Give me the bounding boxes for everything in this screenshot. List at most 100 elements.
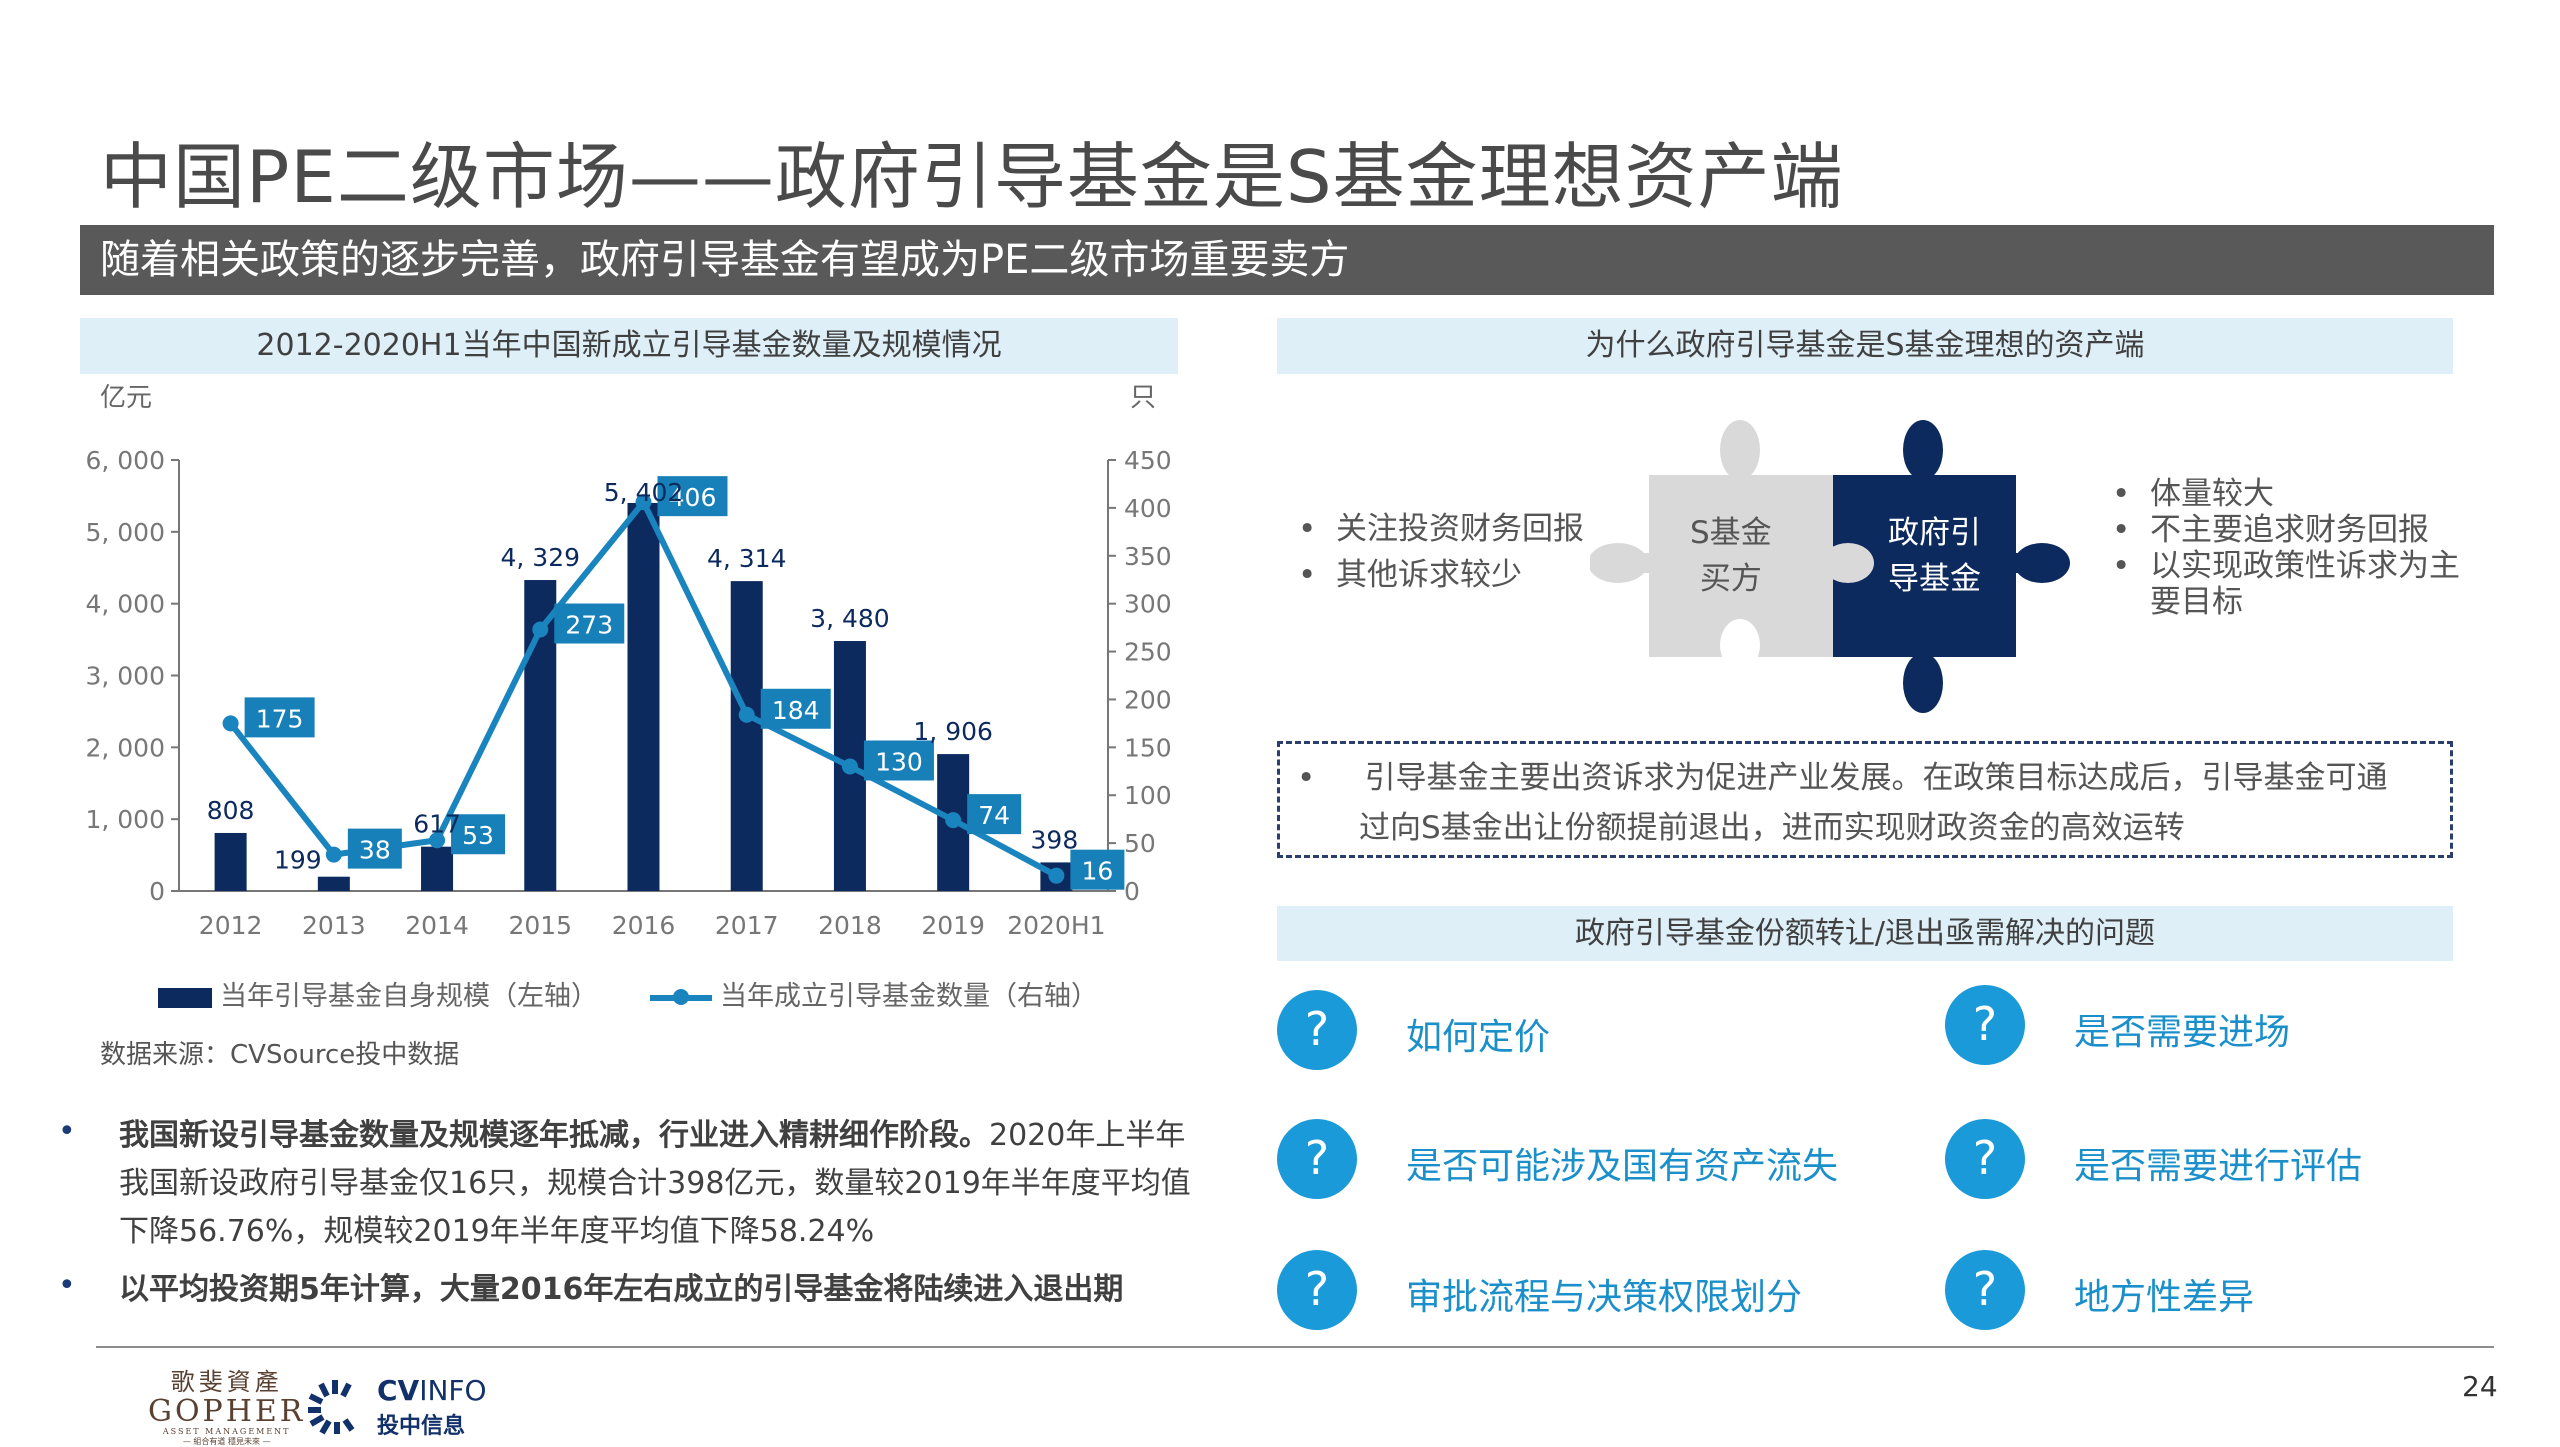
left-tick-label: 1, 000 (85, 805, 165, 834)
right-tick-label: 150 (1124, 733, 1172, 762)
gopher-logo-motto: — 組合有道 穩見未來 — (182, 1437, 271, 1446)
puzzle-graphic (1590, 420, 2070, 713)
puzzle-left-line: S基金 (1690, 515, 1772, 551)
right-tick-label: 100 (1124, 781, 1172, 810)
right-tick-label: 400 (1124, 494, 1172, 523)
question-icon: ? (1277, 990, 1357, 1070)
page-number: 24 (2462, 1370, 2498, 1403)
count-point (945, 812, 962, 829)
gov-trait: 不主要追求财务回报 (2150, 512, 2429, 548)
bar-value-label: 3, 480 (810, 604, 890, 633)
chart-header: 2012-2020H1当年中国新成立引导基金数量及规模情况 (80, 318, 1178, 374)
cvinfo-logo-info: INFO (419, 1374, 487, 1407)
gov-fund-traits: • 体量较大 • 不主要追求财务回报 • 以实现政策性诉求为主 要目标 (2112, 476, 2460, 620)
left-tick-label: 4, 000 (85, 590, 165, 619)
note-box (1277, 741, 2453, 858)
note-line: 过向S基金出让份额提前退出，进而实现财政资金的高效运转 (1359, 810, 2185, 846)
count-label: 74 (978, 801, 1010, 830)
bar (214, 832, 247, 891)
bar-value-label: 4, 314 (707, 544, 787, 573)
count-point (222, 715, 239, 732)
page-title: 中国PE二级市场——政府引导基金是S基金理想资产端 (100, 135, 1844, 219)
puzzle-left-label: S基金 买方 (1690, 510, 1772, 602)
count-label: 406 (669, 483, 717, 512)
bar (627, 502, 660, 891)
bar-value-label: 5, 402 (604, 478, 684, 507)
data-source: 数据来源：CVSource投中数据 (100, 1040, 460, 1070)
summary-bullet-2: 以平均投资期5年计算，大量2016年左右成立的引导基金将陆续进入退出期 (119, 1266, 1219, 1314)
summary-bullet-2-bold: 以平均投资期5年计算，大量2016年左右成立的引导基金将陆续进入退出期 (119, 1272, 1124, 1307)
count-label: 16 (1081, 857, 1113, 886)
buyer-trait: 其他诉求较少 (1336, 557, 1522, 593)
gov-trait: 要目标 (2150, 584, 2243, 620)
count-point (738, 706, 755, 723)
issue-item: 是否需要进场 (2074, 1012, 2291, 1053)
x-tick-label: 2012 (199, 911, 263, 940)
puzzle-right-label: 政府引 导基金 (1888, 510, 1981, 602)
issue-item: 审批流程与决策权限划分 (1406, 1277, 1803, 1318)
summary-bullet-1-bold: 我国新设引导基金数量及规模逐年抵减，行业进入精耕细作阶段。 (119, 1118, 989, 1153)
bar-value-label: 1, 906 (913, 717, 993, 746)
bar (421, 846, 454, 891)
puzzle-piece-gov-fund (1833, 420, 2070, 713)
puzzle-right-line: 政府引 (1888, 515, 1981, 551)
cvinfo-logo-cv: CV (377, 1374, 420, 1407)
gov-trait: 体量较大 (2150, 476, 2274, 512)
count-label-box (967, 794, 1022, 835)
note-line: 引导基金主要出资诉求为促进产业发展。在政策目标达成后，引导基金可通 (1364, 760, 2388, 796)
x-tick-label: 2015 (508, 911, 572, 940)
question-icon: ? (1277, 1250, 1357, 1330)
issue-item: 地方性差异 (2074, 1277, 2255, 1318)
left-tick-label: 0 (149, 877, 165, 906)
cvinfo-logo-cn: 投中信息 (377, 1414, 466, 1439)
buyer-trait: 关注投资财务回报 (1336, 511, 1584, 547)
summary-bullet-1-text: 2020年上半年我国新设政府引导基金仅16只，规模合计398亿元，数量较2019… (119, 1118, 1191, 1249)
issues-header: 政府引导基金份额转让/退出亟需解决的问题 (1277, 906, 2453, 961)
bar-value-label: 4, 329 (501, 543, 581, 572)
x-tick-label: 2017 (715, 911, 779, 940)
bar (317, 876, 350, 891)
x-tick-label: 2016 (612, 911, 676, 940)
footer-divider (96, 1346, 2494, 1348)
subtitle-banner: 随着相关政策的逐步完善，政府引导基金有望成为PE二级市场重要卖方 (80, 225, 2494, 295)
bar-value-label: 617 (413, 810, 461, 839)
count-label: 184 (772, 696, 820, 725)
gopher-logo-sub: ASSET MANAGEMENT (162, 1427, 291, 1436)
note-text: • 引导基金主要出资诉求为促进产业发展。在政策目标达成后，引导基金可通 过向S基… (1297, 760, 2388, 846)
count-label-box (244, 697, 315, 738)
right-tick-label: 200 (1124, 685, 1172, 714)
bar-value-label: 398 (1031, 825, 1079, 854)
count-label-box (1070, 849, 1125, 890)
legend-line-swatch (650, 988, 712, 1005)
puzzle-left-line: 买方 (1699, 561, 1762, 597)
x-tick-label: 2018 (818, 911, 882, 940)
count-point (325, 846, 342, 863)
count-point (429, 832, 446, 849)
question-icon: ? (1945, 1119, 2025, 1199)
gov-trait: 以实现政策性诉求为主 (2150, 548, 2460, 584)
chart: 亿元 只 0 1, 000 2, 000 3, 000 4, 000 5, 000 6, 000… (85, 383, 1172, 940)
right-tick-label: 300 (1124, 590, 1172, 619)
x-tick-label: 2013 (302, 911, 366, 940)
left-tick-label: 5, 000 (85, 518, 165, 547)
count-label-box (863, 740, 934, 781)
count-point (635, 494, 652, 511)
cvinfo-burst-icon (308, 1380, 355, 1435)
count-point (841, 758, 858, 775)
bar (730, 581, 763, 891)
count-label-box (657, 476, 728, 517)
legend-bar: 当年引导基金自身规模（左轴） (158, 974, 598, 1013)
x-tick-label: 2020H1 (1007, 911, 1105, 940)
bullet-dot: • (58, 1268, 76, 1303)
gopher-logo-en: GOPHER (148, 1394, 306, 1429)
left-tick-label: 6, 000 (85, 446, 165, 475)
bar-value-label: 808 (207, 796, 255, 825)
buyer-traits: • 关注投资财务回报 • 其他诉求较少 (1298, 511, 1584, 593)
count-label-box (347, 828, 402, 869)
issue-item: 是否需要进行评估 (2074, 1146, 2363, 1187)
right-axis-unit: 只 (1130, 383, 1156, 413)
gopher-logo-cn: 歌斐資產 (170, 1368, 283, 1396)
question-icon: ? (1277, 1119, 1357, 1199)
count-point (1048, 867, 1065, 884)
count-label: 175 (256, 704, 304, 733)
